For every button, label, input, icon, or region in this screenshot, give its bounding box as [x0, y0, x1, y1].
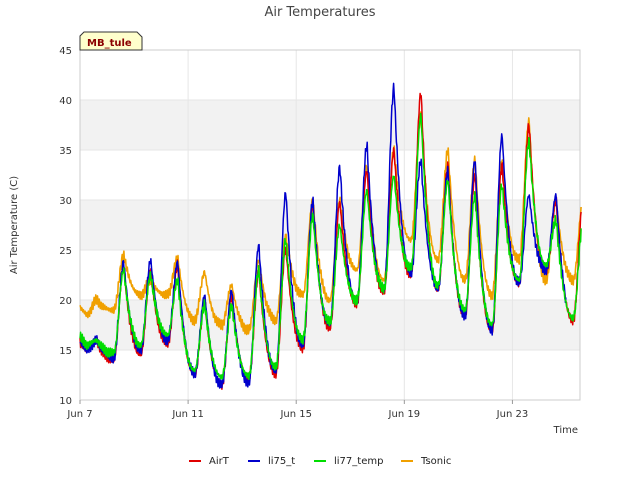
y-tick-label: 25: [59, 246, 72, 257]
y-axis-title: Air Temperature (C): [9, 176, 20, 274]
y-tick-label: 40: [59, 96, 72, 107]
x-tick-label: Jun 15: [279, 409, 312, 420]
x-axis-ticks: Jun 7 Jun 11 Jun 15 Jun 19 Jun 23: [66, 400, 528, 420]
x-axis-title: Time: [553, 425, 578, 436]
y-tick-label: 10: [59, 396, 72, 407]
grid-band: [80, 100, 580, 150]
station-label-box: MB_tule: [79, 31, 143, 51]
y-tick-label: 30: [59, 196, 72, 207]
legend-label: Tsonic: [420, 456, 451, 467]
x-tick-label: Jun 7: [66, 409, 92, 420]
legend-label: li75_t: [268, 456, 295, 467]
y-tick-label: 20: [59, 296, 72, 307]
legend: AirT li75_t li77_temp Tsonic: [189, 456, 451, 467]
y-axis-ticks: 10 15 20 25 30 35 40 45: [59, 46, 72, 407]
legend-label: AirT: [209, 456, 230, 467]
x-tick-label: Jun 23: [496, 409, 529, 420]
chart-title: Air Temperatures: [264, 5, 375, 20]
y-tick-label: 35: [59, 146, 72, 157]
station-label: MB_tule: [87, 38, 132, 49]
station-label-shape: [79, 31, 143, 51]
legend-label: li77_temp: [334, 456, 383, 467]
y-tick-label: 15: [59, 346, 72, 357]
y-tick-label: 45: [59, 46, 72, 57]
x-tick-label: Jun 11: [171, 409, 204, 420]
x-tick-label: Jun 19: [388, 409, 421, 420]
series-line-li77-temp: [79, 112, 582, 381]
series-lines: [79, 82, 582, 390]
